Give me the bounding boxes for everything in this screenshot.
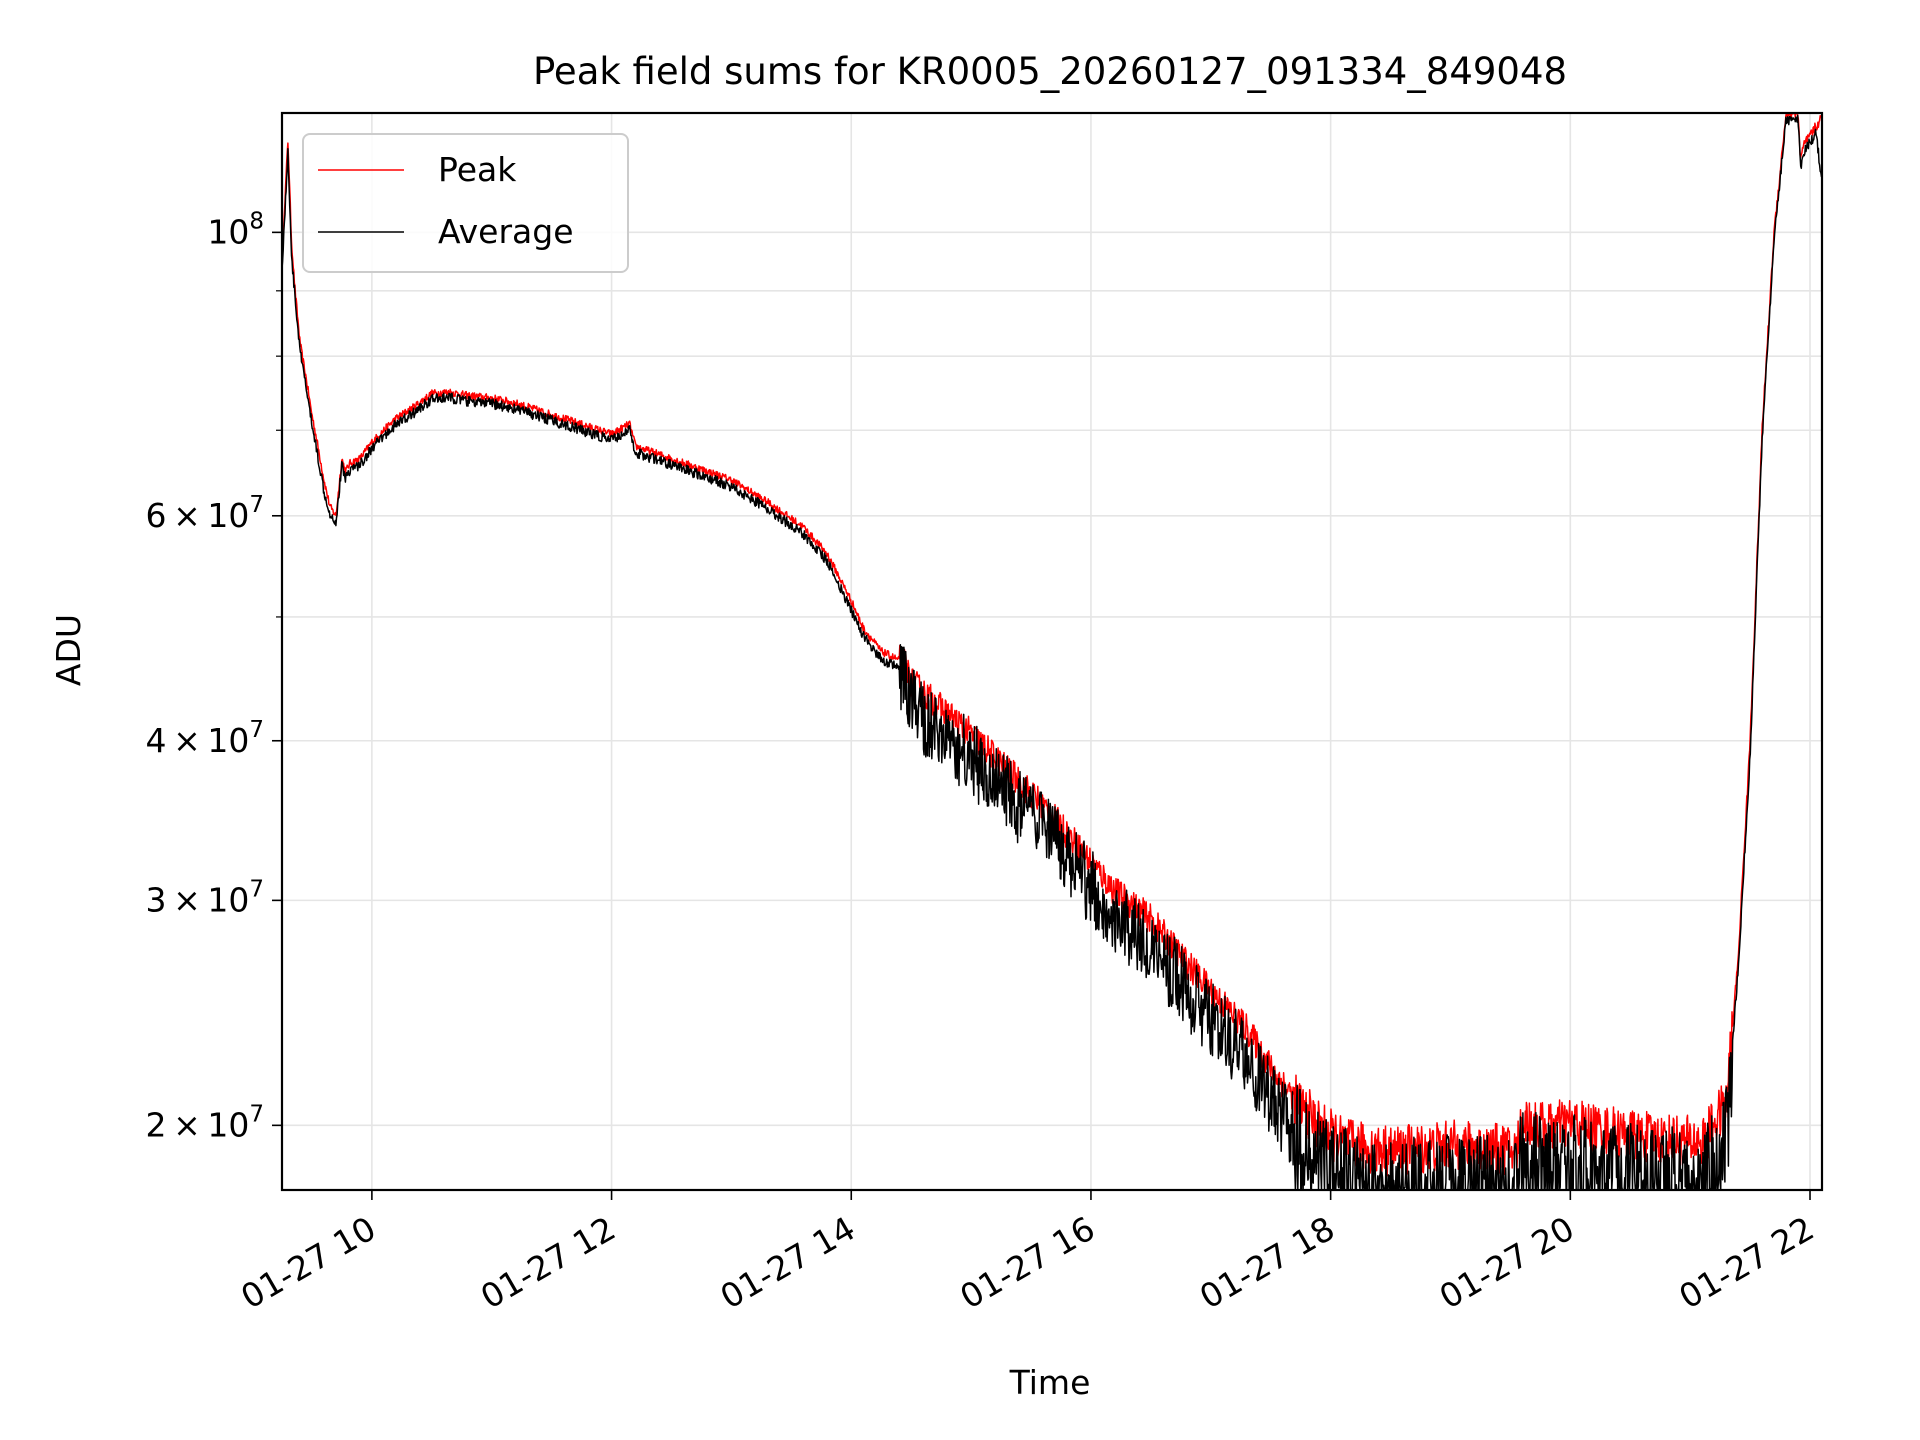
y-tick-label-base: 10 [207, 212, 249, 251]
y-tick-label-base: 3 × 10 [146, 880, 250, 919]
series-group [281, 112, 1823, 1191]
y-tick-label-exponent: 7 [249, 717, 264, 743]
chart-title: Peak field sums for KR0005_20260127_0913… [533, 50, 1567, 93]
y-tick-label-exponent: 8 [249, 208, 264, 234]
y-tick-label: 6 × 107 [146, 492, 264, 535]
y-axis-label: ADU [49, 614, 88, 686]
y-tick-label-exponent: 7 [249, 492, 264, 518]
y-tick-label: 108 [207, 208, 264, 251]
legend-label-peak: Peak [438, 150, 517, 189]
legend: Peak Average [302, 133, 629, 273]
x-axis-label: Time [1009, 1363, 1091, 1402]
y-tick-label: 2 × 107 [146, 1101, 264, 1144]
series-line-average [281, 114, 1823, 1191]
y-tick-label: 4 × 107 [146, 717, 264, 760]
y-tick-label-exponent: 7 [249, 1101, 264, 1127]
y-tick-label: 3 × 107 [146, 876, 264, 919]
plot-frame [280, 111, 1824, 1192]
legend-box [302, 133, 629, 273]
legend-label-average: Average [438, 212, 574, 251]
y-tick-label-base: 4 × 10 [146, 721, 250, 760]
y-tick-label-exponent: 7 [249, 876, 264, 902]
y-tick-label-base: 6 × 10 [146, 496, 250, 535]
y-tick-label-base: 2 × 10 [146, 1105, 250, 1144]
